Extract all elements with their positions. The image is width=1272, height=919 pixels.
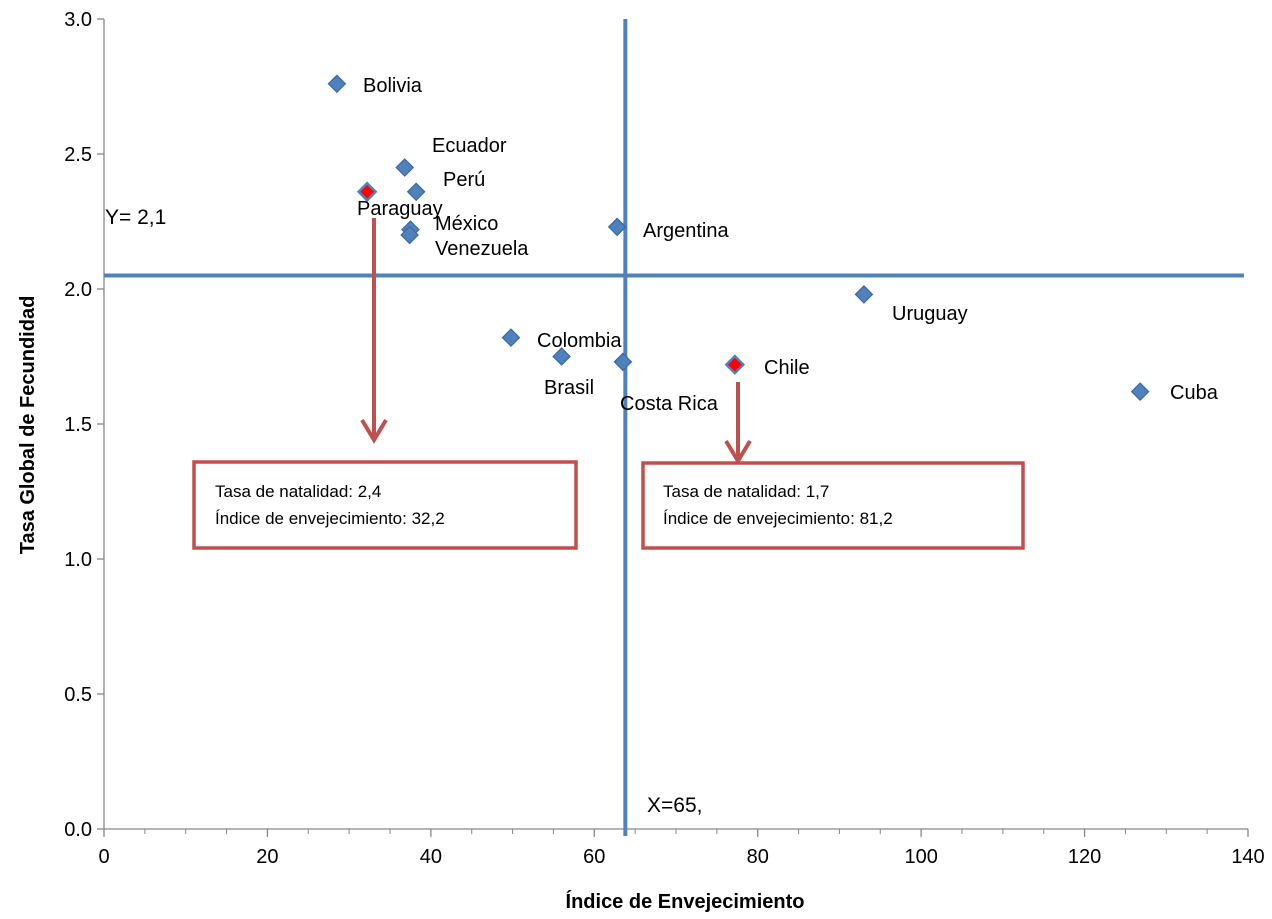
data-label-paraguay: Paraguay — [357, 198, 443, 220]
annotation-arrow-head — [724, 439, 752, 465]
x-tick-label: 120 — [1068, 846, 1101, 868]
data-point-brasil — [552, 347, 571, 366]
data-point-argentina — [607, 217, 627, 237]
data-point-venezuela — [400, 225, 419, 245]
data-label-cuba: Cuba — [1170, 382, 1219, 404]
x-tick-label: 80 — [747, 846, 769, 868]
x-tick-label: 40 — [420, 846, 442, 868]
annotation-text: Índice de envejecimiento: 32,2 — [215, 509, 445, 528]
y-axis-title: Tasa Global de Fecundidad — [17, 296, 39, 555]
data-label-ecuador: Ecuador — [432, 135, 507, 157]
data-label-uruguay: Uruguay — [892, 303, 968, 325]
y-tick-label: 0.0 — [64, 819, 92, 841]
data-label-colombia: Colombia — [537, 330, 622, 352]
data-label-chile: Chile — [764, 357, 810, 379]
x-tick-label: 100 — [904, 846, 937, 868]
data-point-uruguay — [854, 285, 874, 304]
y-tick-label: 0.5 — [64, 684, 92, 706]
data-point-paraguay — [356, 181, 378, 203]
annotation-text: Tasa de natalidad: 2,4 — [215, 482, 381, 501]
annotation-text: Índice de envejecimiento: 81,2 — [663, 509, 893, 528]
data-point-costa-rica — [613, 352, 633, 372]
data-label-méxico: México — [435, 213, 498, 235]
data-point-perú — [406, 182, 426, 202]
data-point-colombia — [501, 328, 521, 347]
data-point-ecuador — [395, 158, 415, 177]
x-axis-title: Índice de Envejecimiento — [566, 890, 805, 913]
data-label-venezuela: Venezuela — [435, 238, 529, 260]
x-tick-label: 20 — [256, 846, 278, 868]
y-tick-label: 3.0 — [64, 9, 92, 31]
data-label-costa-rica: Costa Rica — [620, 393, 719, 415]
data-point-cuba — [1130, 382, 1150, 401]
data-label-brasil: Brasil — [544, 377, 594, 399]
x-tick-label: 140 — [1231, 846, 1264, 868]
annotation-arrow-head — [360, 418, 388, 444]
y-tick-label: 1.0 — [64, 549, 92, 571]
horizontal-reference-label: Y= 2,1 — [105, 206, 166, 229]
data-point-bolivia — [327, 74, 347, 94]
data-label-bolivia: Bolivia — [363, 75, 423, 97]
annotation-box — [641, 461, 1025, 550]
y-tick-label: 2.5 — [64, 144, 92, 166]
annotation-box — [192, 460, 578, 550]
x-tick-label: 60 — [583, 846, 605, 868]
data-point-chile — [724, 354, 746, 375]
y-tick-label: 1.5 — [64, 414, 92, 436]
y-tick-label: 2.0 — [64, 279, 92, 301]
annotation-text: Tasa de natalidad: 1,7 — [663, 482, 829, 501]
data-label-perú: Perú — [443, 169, 485, 191]
vertical-reference-label: X=65, — [647, 794, 702, 817]
data-label-argentina: Argentina — [643, 220, 729, 242]
x-tick-label: 0 — [98, 846, 109, 868]
